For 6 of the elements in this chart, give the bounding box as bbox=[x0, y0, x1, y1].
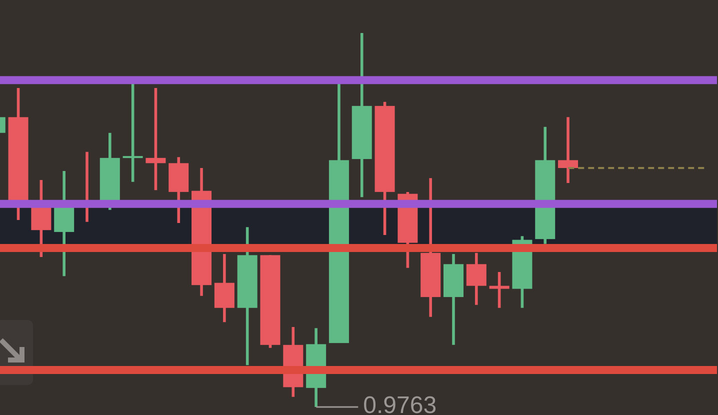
candlestick bbox=[558, 116, 578, 184]
candlestick bbox=[466, 252, 486, 306]
candlestick bbox=[122, 82, 143, 184]
candlestick bbox=[146, 86, 166, 192]
candlestick bbox=[489, 270, 510, 310]
annotation: 0.9763 bbox=[363, 392, 437, 415]
